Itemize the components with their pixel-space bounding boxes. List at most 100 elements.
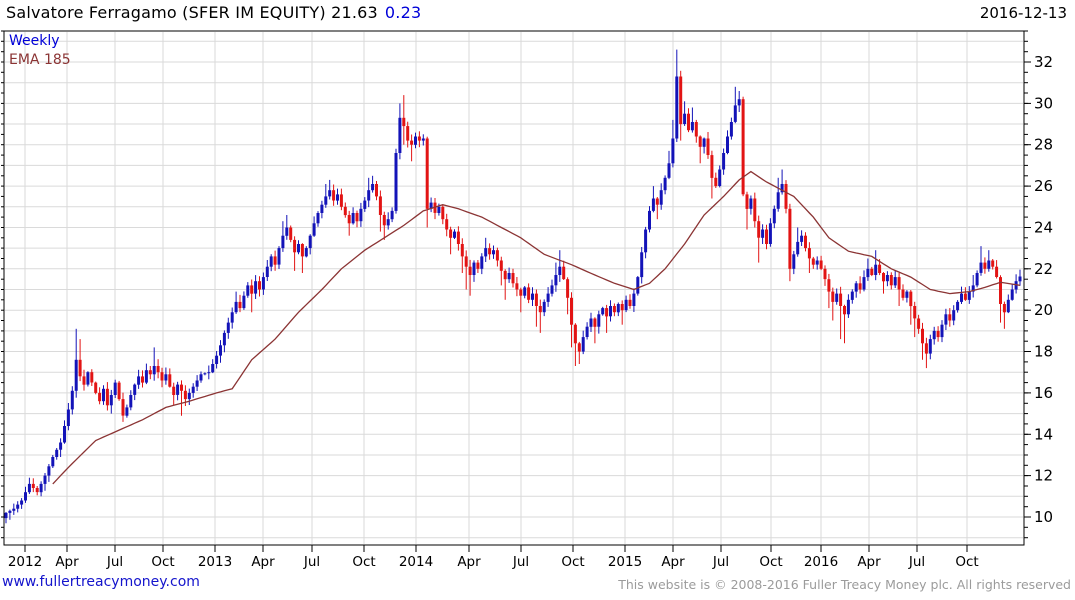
candle [285, 227, 289, 236]
candle [226, 322, 230, 333]
y-tick-label: 28 [1034, 136, 1053, 154]
x-tick-label: Oct [759, 554, 782, 570]
candle [378, 196, 382, 215]
candle [414, 136, 417, 145]
candle [242, 295, 246, 309]
candle [109, 395, 113, 406]
candle [679, 76, 683, 125]
candle [78, 359, 82, 377]
candle [729, 122, 733, 137]
candle [636, 277, 640, 294]
candle [98, 392, 102, 402]
candle [199, 374, 203, 381]
candle [905, 291, 909, 298]
candle [780, 184, 784, 193]
site-link[interactable]: www.fullertreacymoney.com [2, 574, 200, 590]
candle [410, 140, 414, 145]
candle [921, 328, 924, 344]
gridlines [5, 32, 1023, 544]
chart-date: 2016-12-13 [979, 4, 1067, 22]
candle [979, 262, 983, 273]
candle [59, 442, 63, 450]
candle [800, 235, 804, 242]
candle [180, 384, 183, 391]
candle [300, 244, 304, 257]
candle [16, 504, 20, 509]
candle [792, 254, 796, 269]
candle [31, 483, 35, 488]
x-tick-label: Jul [303, 554, 320, 570]
candle [351, 213, 355, 224]
candle [484, 248, 488, 257]
y-tick-label: 20 [1034, 301, 1053, 319]
y-tick-label: 24 [1034, 219, 1053, 237]
candle [74, 359, 78, 391]
candle [304, 248, 308, 257]
candle [503, 270, 507, 280]
x-tick-label: 2015 [608, 554, 642, 570]
candle [940, 324, 944, 338]
x-tick-label: Apr [55, 554, 79, 570]
candle [612, 306, 616, 313]
candle [628, 299, 632, 306]
candle [27, 483, 31, 493]
candle [66, 409, 70, 426]
candle [339, 194, 343, 207]
candle [878, 264, 882, 273]
candle [648, 210, 651, 230]
candle [519, 289, 523, 296]
candle [168, 374, 172, 387]
candle [577, 343, 581, 352]
candle [133, 384, 137, 395]
candle [191, 386, 195, 393]
candle [753, 198, 757, 222]
candle [234, 301, 238, 313]
candle [749, 198, 753, 209]
candle [952, 310, 956, 321]
candle [203, 373, 207, 375]
candle [515, 283, 519, 290]
candle [726, 136, 729, 153]
candle [141, 376, 144, 383]
candle [909, 291, 913, 307]
candle [215, 355, 219, 364]
candle [854, 283, 858, 292]
candle [394, 153, 398, 211]
candle [43, 475, 47, 484]
candle [944, 314, 948, 325]
copyright-text: This website is © 2008-2016 Fuller Treac… [618, 577, 1071, 592]
candle [82, 376, 86, 385]
candle [308, 235, 312, 249]
candle [663, 177, 667, 191]
candle [862, 277, 866, 290]
candle [846, 299, 850, 315]
candle [375, 184, 378, 197]
y-tick-label: 12 [1034, 467, 1053, 485]
x-tick-label: Jul [106, 554, 123, 570]
candle [831, 291, 835, 302]
candle [737, 99, 741, 106]
candle [531, 293, 534, 300]
candle [269, 256, 273, 267]
candle [796, 241, 800, 255]
candle [148, 370, 152, 375]
candle [183, 390, 187, 400]
candle [445, 219, 449, 230]
candle [406, 126, 410, 141]
candle [51, 457, 55, 467]
plot-border [3, 30, 1025, 546]
candle [293, 239, 297, 253]
candle [4, 512, 8, 519]
candle [219, 345, 222, 356]
candle [967, 291, 971, 300]
candle [261, 277, 265, 290]
candle [807, 248, 811, 259]
candle [328, 190, 332, 197]
candle [667, 163, 671, 178]
candle [277, 248, 281, 265]
candle [702, 138, 706, 147]
candle [363, 200, 367, 209]
candle [523, 287, 527, 296]
